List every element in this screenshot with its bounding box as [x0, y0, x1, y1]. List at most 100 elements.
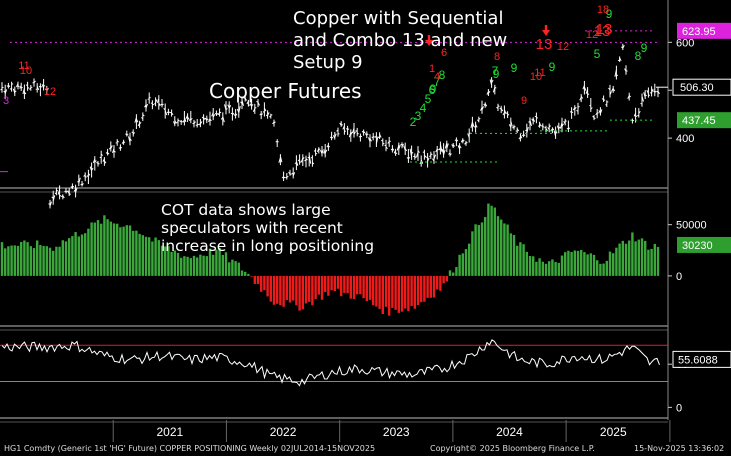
resistance-tag-label: 623.95 [682, 26, 716, 38]
price-bar-close [404, 148, 408, 152]
price-bar-open [460, 139, 464, 143]
price-bar-close [484, 103, 488, 107]
price-bar-close [244, 98, 248, 101]
cot-bar [413, 275, 416, 309]
price-bar-close [552, 128, 555, 131]
cot-bar [573, 250, 576, 276]
cot-bar [397, 275, 400, 313]
price-bar-close [97, 162, 100, 165]
cot-bar [432, 275, 436, 298]
price-bar-close [183, 117, 187, 123]
cot-bar [234, 261, 237, 276]
price-bar-open [342, 125, 345, 130]
cot-bar [253, 275, 256, 284]
price-bar-open [185, 115, 189, 119]
price-bar-close [142, 114, 145, 117]
price-bar-open [374, 135, 377, 138]
price-bar-open [627, 95, 630, 99]
price-bar-open [569, 110, 572, 113]
price-bar-open [518, 136, 521, 140]
price-bar-close [62, 195, 65, 199]
price-bar-open [57, 189, 61, 195]
cot-bar [381, 275, 384, 314]
cot-bar [554, 261, 557, 276]
price-bar-close [433, 154, 436, 160]
year-label: 2024 [496, 425, 523, 439]
td-setup-count: 8 [635, 49, 642, 63]
price-bar-close [241, 100, 244, 106]
price-bar-open [617, 59, 620, 62]
price-bar-close [603, 99, 606, 101]
price-bar-close [471, 121, 475, 127]
cot-bar [154, 237, 157, 276]
price-bar-close [286, 175, 289, 178]
price-bar-open [556, 125, 560, 130]
td-setup-count: 9 [641, 41, 648, 55]
support-tag [677, 112, 731, 129]
cot-bar [535, 261, 538, 276]
cot-bar [416, 275, 420, 306]
cot-bar [119, 227, 122, 276]
cot-bar [349, 275, 352, 299]
price-bar-close [539, 123, 542, 127]
td-countdown-count: 13 [594, 23, 611, 40]
cot-bar [132, 230, 135, 276]
cot-bar [52, 250, 55, 276]
price-bar-close [529, 120, 532, 127]
price-bar-close [545, 128, 548, 132]
cot-bar [516, 245, 519, 276]
cot-bar [608, 251, 612, 276]
cot-bar [477, 225, 480, 276]
cot-bar [176, 252, 180, 276]
cot-bar [167, 246, 170, 276]
cot-bar [352, 275, 356, 299]
price-bar-open [281, 176, 284, 179]
price-bar-open [419, 162, 422, 164]
cot-bar [557, 262, 560, 276]
cot-bar [394, 275, 397, 310]
price-bar-close [155, 99, 158, 103]
cot-bar [301, 275, 304, 310]
price-bar-open [182, 119, 185, 123]
td-setup-count: 3 [415, 109, 422, 123]
price-bar-close [532, 118, 536, 122]
price-bar-close [14, 90, 17, 93]
price-bar-open [476, 119, 480, 122]
price-bar-open [393, 150, 397, 154]
price-bar-close [408, 157, 411, 159]
cot-bar [634, 241, 637, 276]
cot-bar [368, 275, 372, 300]
cot-last-tag [677, 236, 731, 253]
price-bar-close [312, 162, 315, 165]
cot-bar [404, 275, 407, 309]
cot-bar [365, 275, 368, 301]
td-setup-count: 9 [549, 60, 556, 74]
price-bar-close [379, 134, 382, 138]
cot-bar [87, 228, 90, 276]
price-bar-close [401, 143, 404, 148]
price-bar-open [608, 87, 611, 91]
resistance-tag [677, 22, 731, 39]
price-bar-close [33, 80, 36, 84]
oscillator-line [1, 339, 660, 387]
cot-bar [624, 243, 628, 276]
sell-arrow-stem [427, 35, 431, 40]
cot-bar [7, 246, 10, 276]
cot-bar [71, 236, 74, 276]
price-bar-open [89, 166, 93, 171]
td-countdown-count: 6 [441, 47, 447, 59]
price-bar-close [23, 91, 27, 95]
price-bar-open [323, 149, 326, 155]
price-bar-close [638, 110, 641, 114]
cot-bar [317, 275, 320, 295]
price-bar-open [336, 129, 339, 132]
price-bar-close [209, 118, 212, 122]
price-bar-close [129, 138, 132, 141]
price-bar-open [441, 148, 445, 155]
cot-bar [452, 272, 455, 276]
price-bar-open [134, 117, 137, 123]
cot-bar [330, 275, 333, 291]
cot-bar [26, 242, 29, 276]
cot-bar [237, 262, 240, 276]
